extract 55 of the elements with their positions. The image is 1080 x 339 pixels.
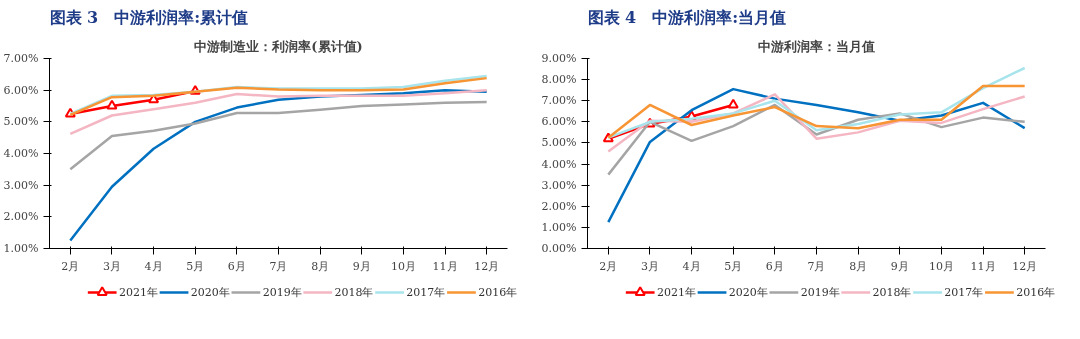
y-tick-label: 1.00%: [541, 220, 577, 234]
y-tick-label: 5.00%: [3, 115, 39, 129]
legend-label: 2020年: [728, 286, 768, 299]
x-tick-label: 4月: [144, 259, 163, 273]
x-tick-label: 6月: [765, 259, 784, 273]
chart-subtitle: 中游利润率：当月值: [758, 38, 875, 54]
x-tick-label: 7月: [807, 259, 826, 273]
legend-label: 2017年: [406, 286, 446, 299]
y-tick-label: 3.00%: [541, 178, 577, 192]
x-tick-label: 7月: [269, 259, 288, 273]
y-tick-label: 2.00%: [541, 199, 577, 213]
x-tick-label: 5月: [186, 259, 205, 273]
x-tick-label: 9月: [352, 259, 371, 273]
x-tick-label: 12月: [1012, 259, 1038, 273]
legend-label: 2016年: [478, 286, 518, 299]
legend-label: 2019年: [800, 286, 840, 299]
x-tick-label: 11月: [432, 259, 458, 273]
y-tick-label: 4.00%: [541, 157, 577, 171]
x-tick-label: 2月: [61, 259, 80, 273]
legend-label: 2021年: [118, 286, 158, 299]
y-tick-label: 7.00%: [3, 52, 39, 65]
legend-label: 2016年: [1016, 286, 1056, 299]
chart-title: 图表 3 中游利润率:累计值: [49, 7, 249, 27]
legend-label: 2019年: [262, 286, 302, 299]
x-tick-label: 9月: [890, 259, 909, 273]
x-tick-label: 3月: [102, 259, 121, 273]
y-tick-label: 8.00%: [541, 73, 577, 87]
x-tick-label: 5月: [724, 259, 743, 273]
x-tick-label: 6月: [227, 259, 246, 273]
y-tick-label: 6.00%: [3, 83, 39, 97]
y-tick-label: 4.00%: [3, 147, 39, 160]
x-tick-label: 8月: [849, 259, 868, 273]
x-tick-label: 11月: [970, 259, 996, 273]
y-tick-label: 7.00%: [541, 94, 577, 108]
legend-label: 2018年: [334, 286, 374, 299]
chart-subtitle: 中游制造业：利润率(累计值): [194, 38, 363, 54]
y-tick-label: 3.00%: [3, 178, 39, 192]
y-tick-label: 6.00%: [541, 115, 577, 129]
legend-label: 2021年: [656, 286, 696, 299]
y-tick-label: 9.00%: [541, 52, 577, 65]
y-tick-label: 5.00%: [541, 136, 577, 150]
x-tick-label: 2月: [599, 259, 618, 273]
x-tick-label: 12月: [474, 259, 500, 273]
x-tick-label: 10月: [928, 259, 954, 273]
legend-label: 2018年: [872, 286, 912, 299]
chart-title: 图表 4 中游利润率:当月值: [587, 7, 787, 27]
y-tick-label: 0.00%: [541, 242, 577, 255]
y-tick-label: 1.00%: [3, 242, 39, 255]
legend-label: 2017年: [944, 286, 984, 299]
y-tick-label: 2.00%: [3, 210, 39, 224]
x-tick-label: 8月: [311, 259, 330, 273]
x-tick-label: 4月: [682, 259, 701, 273]
legend-label: 2020年: [190, 286, 230, 299]
x-tick-label: 10月: [390, 259, 416, 273]
x-tick-label: 3月: [640, 259, 659, 273]
